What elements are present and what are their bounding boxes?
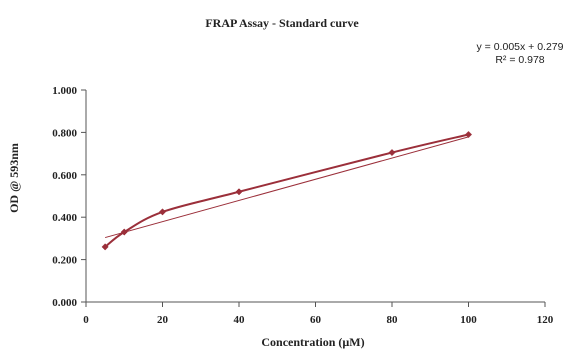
x-ticks: 0 20 40 60 80 100 120	[83, 302, 554, 326]
x-tick-label: 80	[387, 314, 399, 326]
x-tick-label: 120	[537, 314, 554, 326]
trendline-r-squared: R² = 0.978	[495, 54, 544, 66]
x-axis-label: Concentration (µM)	[261, 335, 364, 349]
y-tick-label: 1.000	[52, 85, 77, 97]
y-ticks: 0.000 0.200 0.400 0.600 0.800 1.000	[52, 85, 86, 309]
data-point	[464, 130, 473, 139]
y-tick-label: 0.000	[52, 297, 77, 309]
y-tick-label: 0.200	[52, 255, 77, 267]
axes	[85, 90, 545, 303]
chart-title: FRAP Assay - Standard curve	[205, 16, 359, 30]
x-tick-label: 20	[157, 314, 169, 326]
x-tick-label: 40	[234, 314, 246, 326]
data-point	[235, 188, 243, 196]
trendline	[104, 136, 469, 239]
data-point	[120, 228, 128, 236]
series-line	[104, 133, 469, 248]
series-group	[101, 130, 473, 251]
trendline-group	[104, 136, 469, 239]
x-tick-label: 0	[83, 314, 89, 326]
trendline-equation: y = 0.005x + 0.279	[477, 41, 564, 53]
y-tick-label: 0.400	[52, 212, 77, 224]
y-tick-label: 0.600	[52, 170, 77, 182]
data-point	[388, 148, 396, 157]
data-point	[158, 208, 167, 216]
y-tick-label: 0.800	[52, 127, 77, 139]
y-axis-label: OD @ 593nm	[7, 143, 21, 213]
data-point	[101, 243, 109, 251]
x-tick-label: 60	[310, 314, 322, 326]
x-tick-label: 100	[460, 314, 477, 326]
